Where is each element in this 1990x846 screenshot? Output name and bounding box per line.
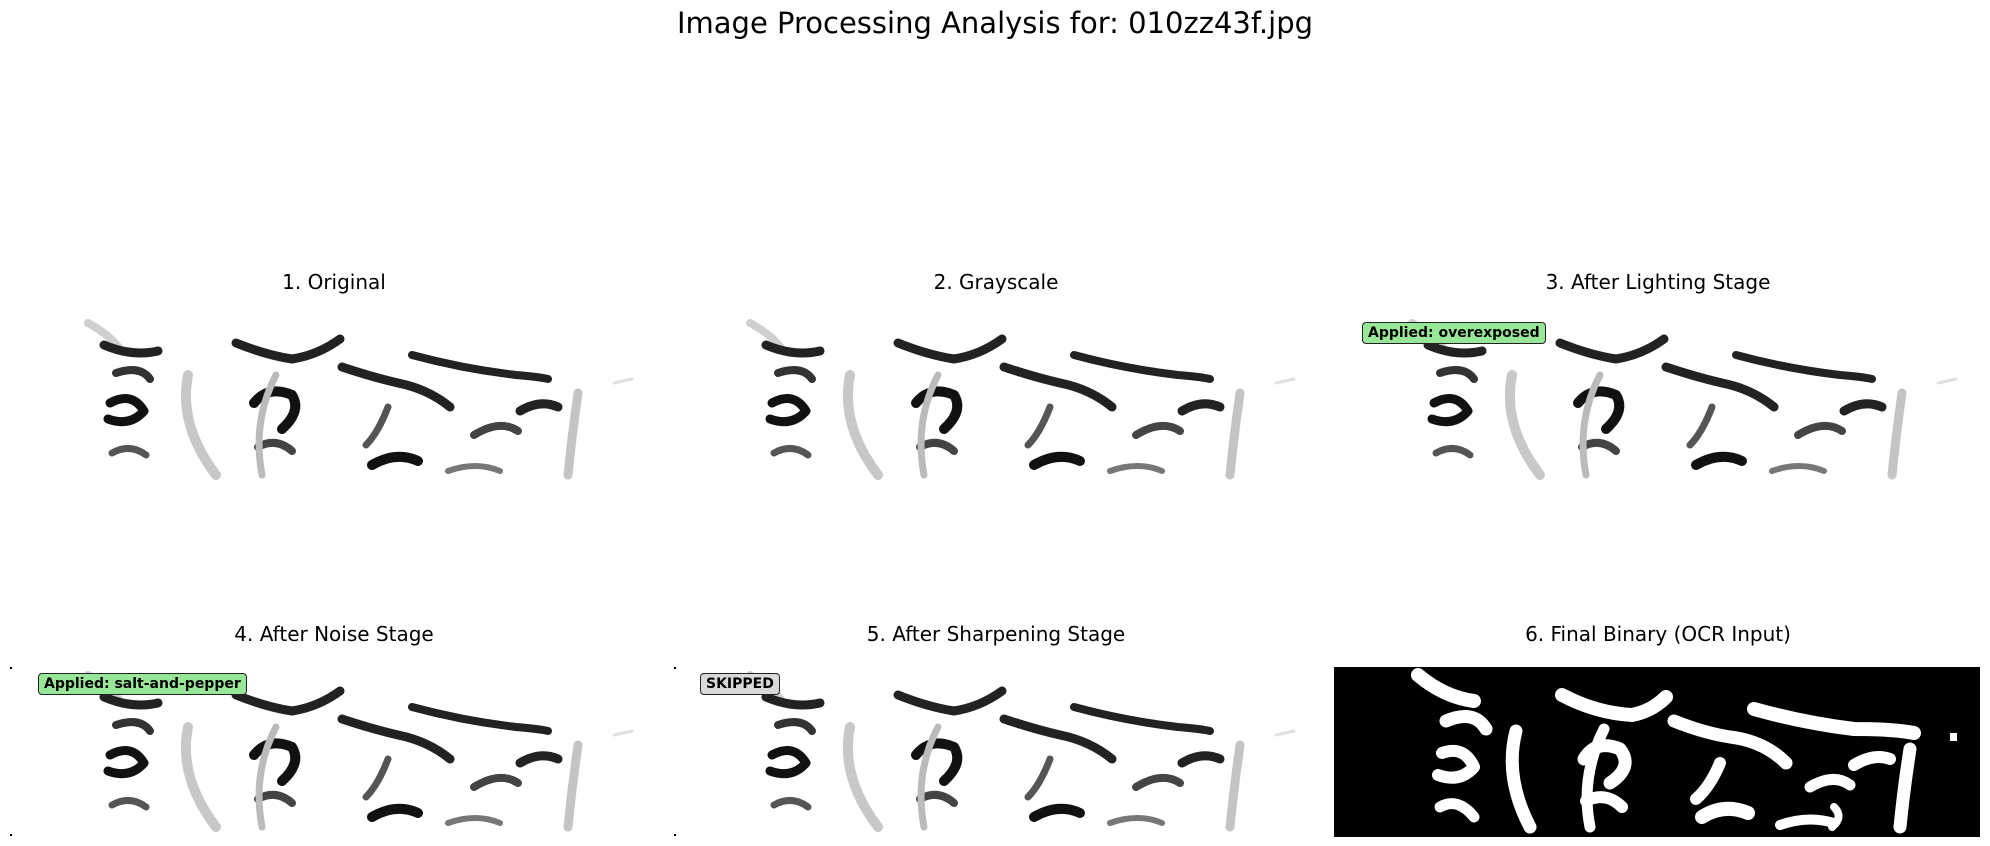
image-noise (0, 667, 634, 837)
image-grayscale (662, 315, 1296, 485)
panel-title-original: 1. Original (282, 270, 386, 294)
panel-title-grayscale: 2. Grayscale (933, 270, 1059, 294)
image-sharpening (662, 667, 1296, 837)
status-badge-lighting: Applied: overexposed (1362, 322, 1546, 344)
panel-title-binary: 6. Final Binary (OCR Input) (1525, 622, 1791, 646)
image-binary (1334, 667, 1980, 837)
status-badge-sharpening: SKIPPED (700, 673, 780, 695)
figure-title: Image Processing Analysis for: 010zz43f.… (676, 6, 1314, 40)
image-original (0, 315, 634, 485)
panel-title-noise: 4. After Noise Stage (234, 622, 434, 646)
panel-title-lighting: 3. After Lighting Stage (1545, 270, 1771, 294)
panel-title-sharpening: 5. After Sharpening Stage (866, 622, 1126, 646)
status-badge-noise: Applied: salt-and-pepper (38, 673, 247, 695)
